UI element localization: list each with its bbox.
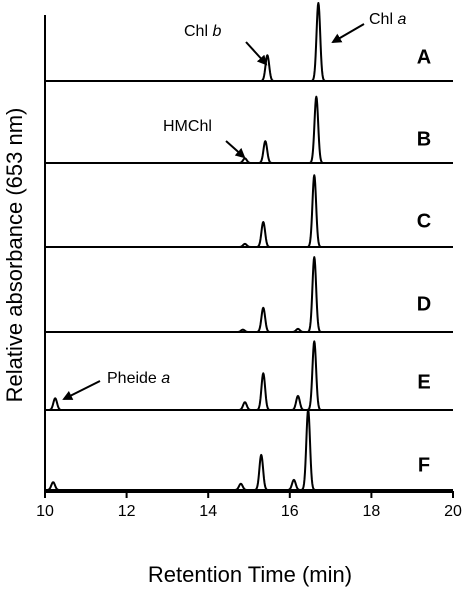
panel-label: D: [417, 293, 431, 315]
arrow: [331, 23, 365, 44]
x-tick-label: 20: [444, 503, 462, 520]
peak: [308, 95, 325, 164]
x-tick-label: 12: [118, 503, 136, 520]
peak: [45, 481, 62, 491]
peak: [310, 2, 327, 82]
peak: [47, 397, 64, 411]
peak: [237, 157, 253, 164]
panel-label: B: [417, 128, 431, 150]
annotation-text: Chl: [369, 11, 393, 28]
x-tick-label: 14: [199, 503, 217, 520]
annotation-italic: b: [212, 23, 221, 40]
arrow: [225, 140, 246, 159]
panel-label: A: [417, 46, 431, 68]
annotation-text: Chl: [184, 23, 208, 40]
peak: [306, 340, 323, 411]
panel-label: C: [417, 210, 431, 232]
peak: [290, 394, 306, 411]
annotation-italic: a: [397, 11, 406, 28]
peak: [237, 242, 253, 248]
x-tick-label: 10: [36, 503, 54, 520]
peak: [255, 221, 272, 248]
peak: [232, 482, 249, 491]
x-tick-label: 16: [281, 503, 299, 520]
annotation: Pheide a: [107, 370, 170, 387]
arrow: [62, 380, 101, 400]
peak: [257, 140, 274, 164]
peak: [306, 174, 323, 248]
peak: [300, 408, 317, 491]
annotation-italic: a: [161, 370, 170, 387]
peak: [259, 54, 276, 82]
y-axis-title: Relative absorbance (653 nm): [2, 108, 27, 403]
panel-label: E: [417, 371, 430, 393]
peak: [255, 372, 272, 411]
peak: [235, 328, 251, 333]
annotation-text: Pheide: [107, 370, 157, 387]
arrow: [245, 41, 268, 66]
peak: [253, 453, 270, 491]
annotation: HMChl: [163, 118, 212, 135]
peak: [306, 256, 323, 333]
annotation: Chl a: [369, 11, 406, 28]
peak: [237, 401, 253, 411]
x-tick-label: 18: [363, 503, 381, 520]
peak: [286, 478, 302, 491]
panel-label: F: [418, 454, 430, 476]
x-axis-title: Retention Time (min): [148, 562, 352, 587]
annotation: Chl b: [184, 23, 221, 40]
peak: [255, 306, 272, 333]
peak: [290, 327, 306, 333]
